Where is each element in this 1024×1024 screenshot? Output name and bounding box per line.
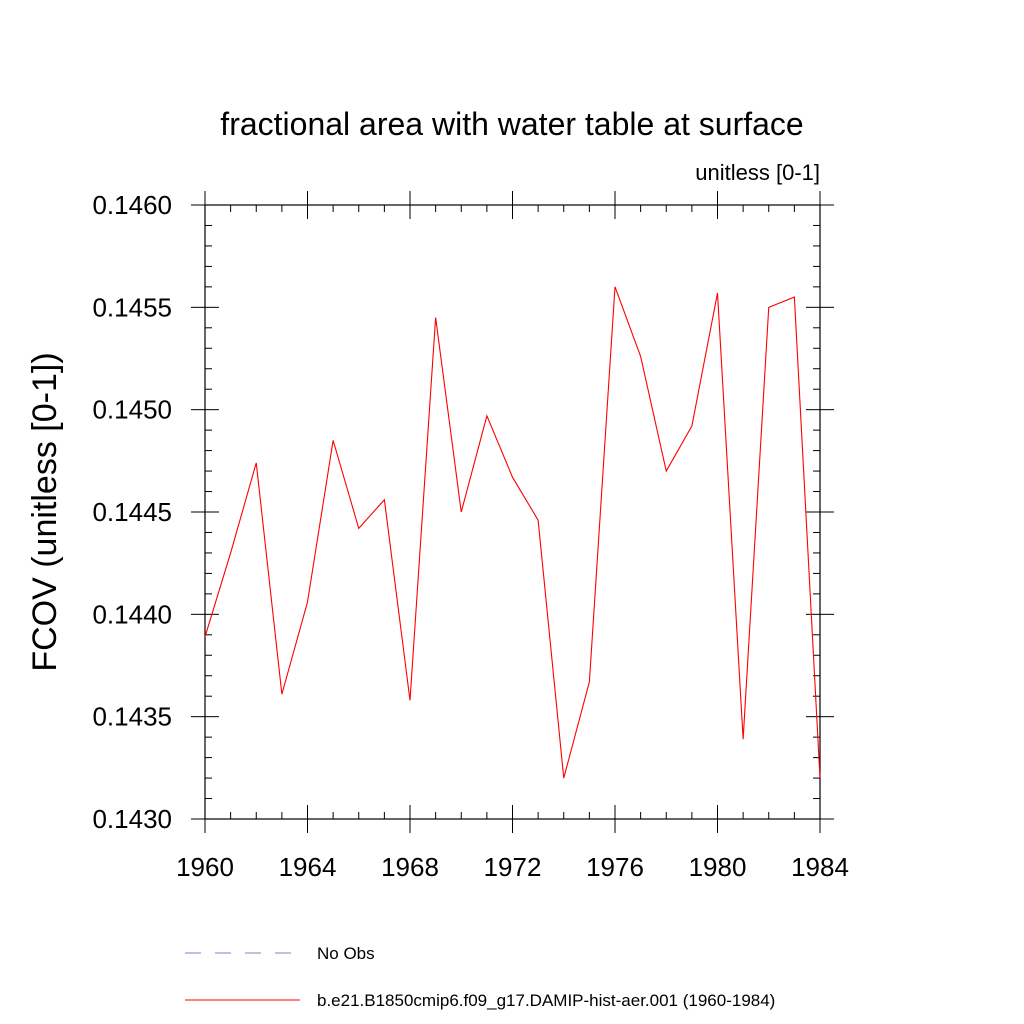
data-point [306,601,308,603]
chart-subtitle: unitless [0-1] [695,160,820,185]
y-tick-label: 0.1445 [92,497,172,527]
data-point [819,777,821,779]
x-tick-label: 1972 [484,852,542,882]
data-point [332,439,334,441]
data-point [460,511,462,513]
x-tick-label: 1960 [176,852,234,882]
y-tick-label: 0.1435 [92,702,172,732]
data-point [486,415,488,417]
y-tick-label: 0.1430 [92,804,172,834]
x-tick-label: 1976 [586,852,644,882]
data-point [768,306,770,308]
y-axis-label: FCOV (unitless [0-1]) [26,352,64,671]
data-point [614,286,616,288]
x-tick-label: 1968 [381,852,439,882]
y-tick-label: 0.1450 [92,395,172,425]
tick-labels: 1960 1964 1968 1972 1976 1980 1984 0.1430 0.1435… [92,190,848,882]
data-point [383,499,385,501]
data-point [434,316,436,318]
legend-label-no-obs: No Obs [317,944,375,963]
data-point [588,681,590,683]
data-point [281,693,283,695]
legend-label-series: b.e21.B1850cmip6.f09_g17.DAMIP-hist-aer.… [317,991,775,1010]
chart-title: fractional area with water table at surf… [220,106,803,142]
data-point [742,738,744,740]
minor-ticks [205,205,820,819]
y-tick-label: 0.1440 [92,599,172,629]
x-tick-label: 1964 [279,852,337,882]
legend: No Obs b.e21.B1850cmip6.f09_g17.DAMIP-hi… [185,944,775,1010]
x-tick-label: 1980 [689,852,747,882]
y-tick-label: 0.1460 [92,190,172,220]
data-point [229,552,231,554]
plot-frame [204,204,821,820]
data-point [255,462,257,464]
data-point [665,470,667,472]
data-point [204,636,206,638]
data-point [639,355,641,357]
major-ticks [191,191,834,833]
data-point [563,777,565,779]
data-point [409,699,411,701]
x-tick-label: 1984 [791,852,849,882]
data-point [716,292,718,294]
data-point [793,296,795,298]
data-point [691,425,693,427]
series-line [204,286,821,779]
y-tick-label: 0.1455 [92,292,172,322]
data-point [537,519,539,521]
data-point [511,476,513,478]
data-point [358,527,360,529]
series-layer [204,286,821,779]
